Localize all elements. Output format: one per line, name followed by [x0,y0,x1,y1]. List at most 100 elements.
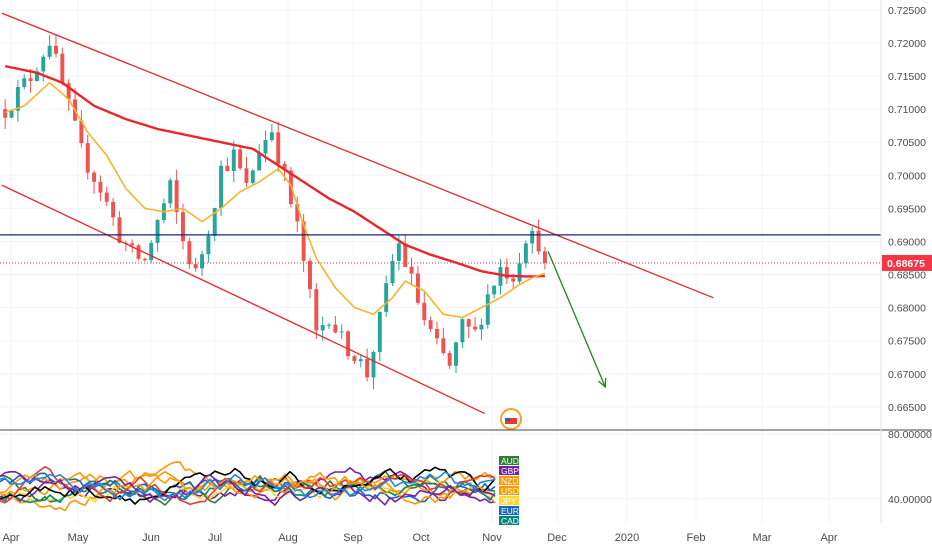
candle-body[interactable] [98,181,103,193]
candle-body[interactable] [295,204,300,222]
candle-body[interactable] [460,319,465,343]
candle-body[interactable] [428,320,433,329]
candle-body[interactable] [327,324,331,326]
candle-body[interactable] [142,258,147,261]
channel-upper-line[interactable] [1,12,714,299]
candle-body[interactable] [352,356,357,362]
candle-body[interactable] [377,311,382,352]
oscillator-line-5[interactable] [0,472,496,503]
candle-body[interactable] [85,143,90,173]
candle-body[interactable] [542,251,547,263]
candle-body[interactable] [390,260,395,284]
moving-average-long[interactable] [4,65,545,278]
candle-body[interactable] [466,319,471,327]
candle-body[interactable] [34,71,39,82]
candle-body[interactable] [60,53,65,84]
candle-body[interactable] [193,264,198,269]
candle-body[interactable] [136,245,141,259]
candle-body[interactable] [435,328,439,339]
candle-body[interactable] [409,266,414,274]
oscillator-line-9[interactable] [0,471,496,505]
candle-body[interactable] [22,78,27,87]
candle-body[interactable] [358,359,363,362]
oscillator-line-11[interactable] [0,471,496,502]
oscillator-line-10[interactable] [0,470,496,506]
oscillator-axis[interactable]: 80.00000 40.00000 [888,429,932,506]
candle-body[interactable] [523,243,528,264]
candle-body[interactable] [333,324,338,333]
candle-body[interactable] [365,359,370,378]
candle-body[interactable] [187,241,192,265]
candle-body[interactable] [263,139,268,154]
candle-body[interactable] [149,242,154,261]
candle-body[interactable] [396,243,401,261]
candle-body[interactable] [200,254,204,269]
candle-body[interactable] [244,168,249,183]
candle-body[interactable] [517,263,522,282]
candle-body[interactable] [371,351,376,378]
candle-body[interactable] [257,153,262,171]
moving-average-short[interactable] [4,81,546,319]
candle-body[interactable] [9,110,14,118]
candle-body[interactable] [79,120,84,144]
candle-body[interactable] [485,294,490,325]
candle-body[interactable] [206,235,211,255]
candle-body[interactable] [231,149,236,171]
candle-body[interactable] [41,56,46,72]
candle-body[interactable] [320,325,325,331]
time-tick-label: Mar [753,532,772,544]
currency-badge-label: USD [501,486,519,496]
candle-body[interactable] [447,353,452,366]
candle-body[interactable] [530,230,535,244]
candle-body[interactable] [225,165,230,171]
price-axis[interactable]: 0.72500 0.72000 0.71500 0.71000 0.70500 0.700… [882,5,932,414]
candle-body[interactable] [3,109,8,118]
candle-body[interactable] [536,230,541,252]
candle-body[interactable] [403,243,408,267]
channel-lower-line[interactable] [1,184,485,415]
candle-body[interactable] [111,201,116,218]
candle-body[interactable] [479,324,484,330]
price-tick-label: 0.67500 [888,336,926,348]
candle-body[interactable] [473,326,478,330]
candle-body[interactable] [339,331,344,333]
candle-body[interactable] [314,289,319,331]
candle-body[interactable] [104,192,109,202]
candle-body[interactable] [155,220,160,243]
candle-body[interactable] [454,342,458,366]
forecast-arrow-shaft[interactable] [547,251,606,388]
candle-body[interactable] [130,243,135,246]
candle-body[interactable] [66,83,71,100]
candle-body[interactable] [504,267,509,279]
candle-body[interactable] [308,260,312,290]
candle-body[interactable] [282,163,287,171]
candle-body[interactable] [92,172,97,182]
candle-body[interactable] [269,132,274,140]
candle-body[interactable] [54,45,58,54]
candle-body[interactable] [168,180,173,204]
candle-body[interactable] [276,132,281,164]
candle-body[interactable] [212,208,217,236]
candle-body[interactable] [181,212,185,242]
price-pane[interactable] [0,12,881,430]
candle-body[interactable] [422,302,427,321]
candle-body[interactable] [174,180,179,213]
candle-body[interactable] [498,267,503,286]
candle-body[interactable] [219,165,224,209]
candle-body[interactable] [250,170,255,183]
candle-body[interactable] [28,78,33,82]
time-axis[interactable]: Apr May Jun Jul Aug Sep Oct Nov Dec 2020 Feb Mar Apr [2,532,837,544]
candle-body[interactable] [117,217,122,243]
candle-body[interactable] [301,221,306,261]
currency-badge-aud [499,456,519,465]
candle-body[interactable] [47,45,52,57]
candle-body[interactable] [492,285,497,295]
candle-body[interactable] [511,278,516,282]
candle-body[interactable] [346,331,351,357]
candle-body[interactable] [441,338,446,354]
candle-body[interactable] [15,86,20,111]
candle-body[interactable] [238,149,243,169]
candle-body[interactable] [384,283,389,312]
